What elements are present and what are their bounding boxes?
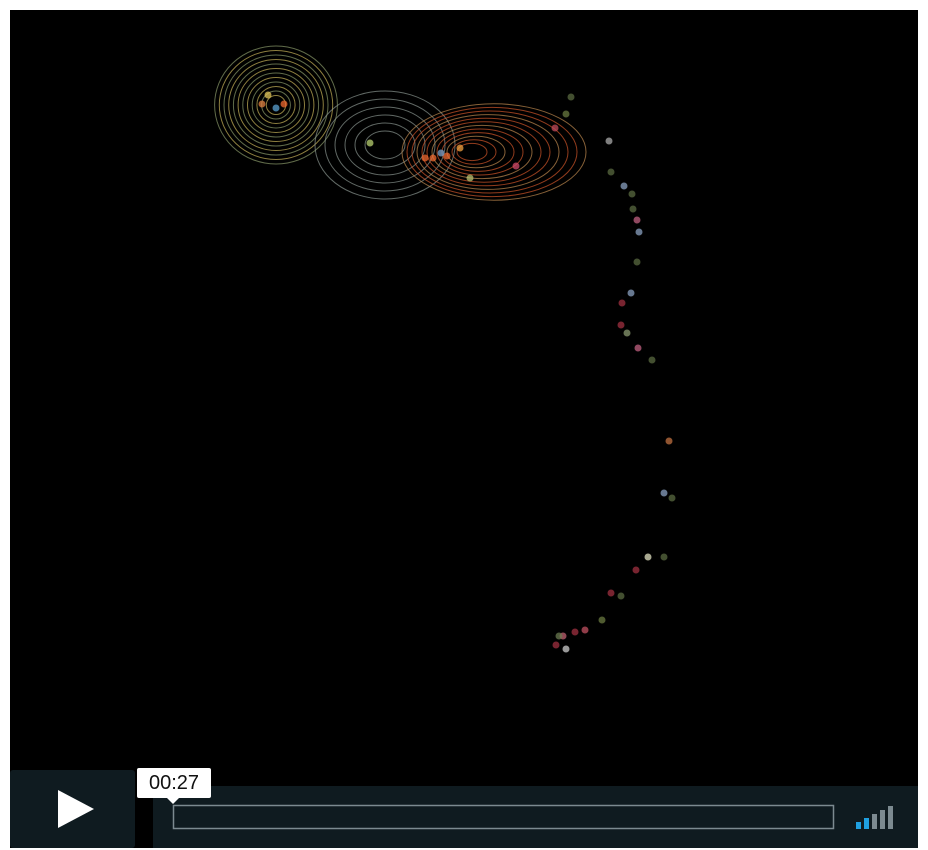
particle: [660, 489, 668, 497]
particle: [634, 344, 642, 352]
particle: [607, 168, 615, 176]
contour: [426, 121, 542, 183]
volume-bar: [856, 822, 861, 829]
contour: [256, 86, 296, 124]
particle: [628, 190, 636, 198]
particle: [618, 299, 626, 307]
particle: [605, 137, 613, 145]
time-tooltip: 00:27: [137, 768, 211, 804]
volume-bar: [872, 814, 877, 829]
particle: [552, 641, 560, 649]
contour: [232, 63, 320, 147]
contour: [242, 72, 310, 138]
particle: [466, 174, 474, 182]
contour: [218, 50, 334, 160]
particle: [668, 494, 676, 502]
particle: [633, 258, 641, 266]
particle: [644, 553, 652, 561]
particle: [620, 182, 628, 190]
particle: [264, 91, 272, 99]
particle: [562, 645, 570, 653]
control-bar: [153, 786, 918, 848]
contour: [251, 81, 301, 129]
volume-control[interactable]: [856, 806, 893, 829]
particle: [551, 124, 559, 132]
particle: [617, 321, 625, 329]
particle: [437, 149, 445, 157]
particle: [567, 93, 575, 101]
particle: [633, 216, 641, 224]
visualization: [214, 45, 676, 653]
contour: [416, 114, 560, 190]
video-frame: [10, 10, 918, 848]
particle: [629, 205, 637, 213]
contour: [223, 54, 329, 156]
particle: [562, 110, 570, 118]
volume-bar: [880, 810, 885, 829]
particle: [607, 589, 615, 597]
particle: [443, 152, 451, 160]
contour: [421, 117, 551, 187]
particle: [421, 154, 429, 162]
particle: [555, 632, 563, 640]
particle: [456, 144, 464, 152]
particle: [429, 154, 437, 162]
particle: [635, 228, 643, 236]
particle: [258, 100, 266, 108]
contour: [228, 59, 324, 151]
progress-bar[interactable]: [172, 804, 835, 830]
particle: [280, 100, 288, 108]
contour: [446, 135, 506, 169]
contour: [406, 106, 578, 198]
contour: [401, 103, 587, 201]
particle: [571, 628, 579, 636]
contour: [436, 128, 524, 176]
contour: [237, 68, 315, 142]
contour: [314, 90, 456, 200]
contour: [344, 114, 426, 176]
volume-bar: [888, 806, 893, 829]
contour: [456, 142, 488, 162]
particle: [617, 592, 625, 600]
particle: [660, 553, 668, 561]
particle: [598, 616, 606, 624]
particle: [366, 139, 374, 147]
play-icon: [58, 790, 94, 828]
contour: [364, 130, 406, 160]
contour: [411, 110, 569, 194]
particle: [627, 289, 635, 297]
particle: [623, 329, 631, 337]
contour: [451, 139, 497, 165]
particle: [581, 626, 589, 634]
volume-bar: [864, 818, 869, 829]
particle: [272, 104, 280, 112]
contour: [431, 124, 533, 180]
particle: [632, 566, 640, 574]
contour: [334, 106, 436, 184]
contour: [354, 122, 416, 168]
contour: [324, 98, 446, 192]
contour: [247, 77, 305, 133]
particle: [665, 437, 673, 445]
particle: [648, 356, 656, 364]
particle: [512, 162, 520, 170]
